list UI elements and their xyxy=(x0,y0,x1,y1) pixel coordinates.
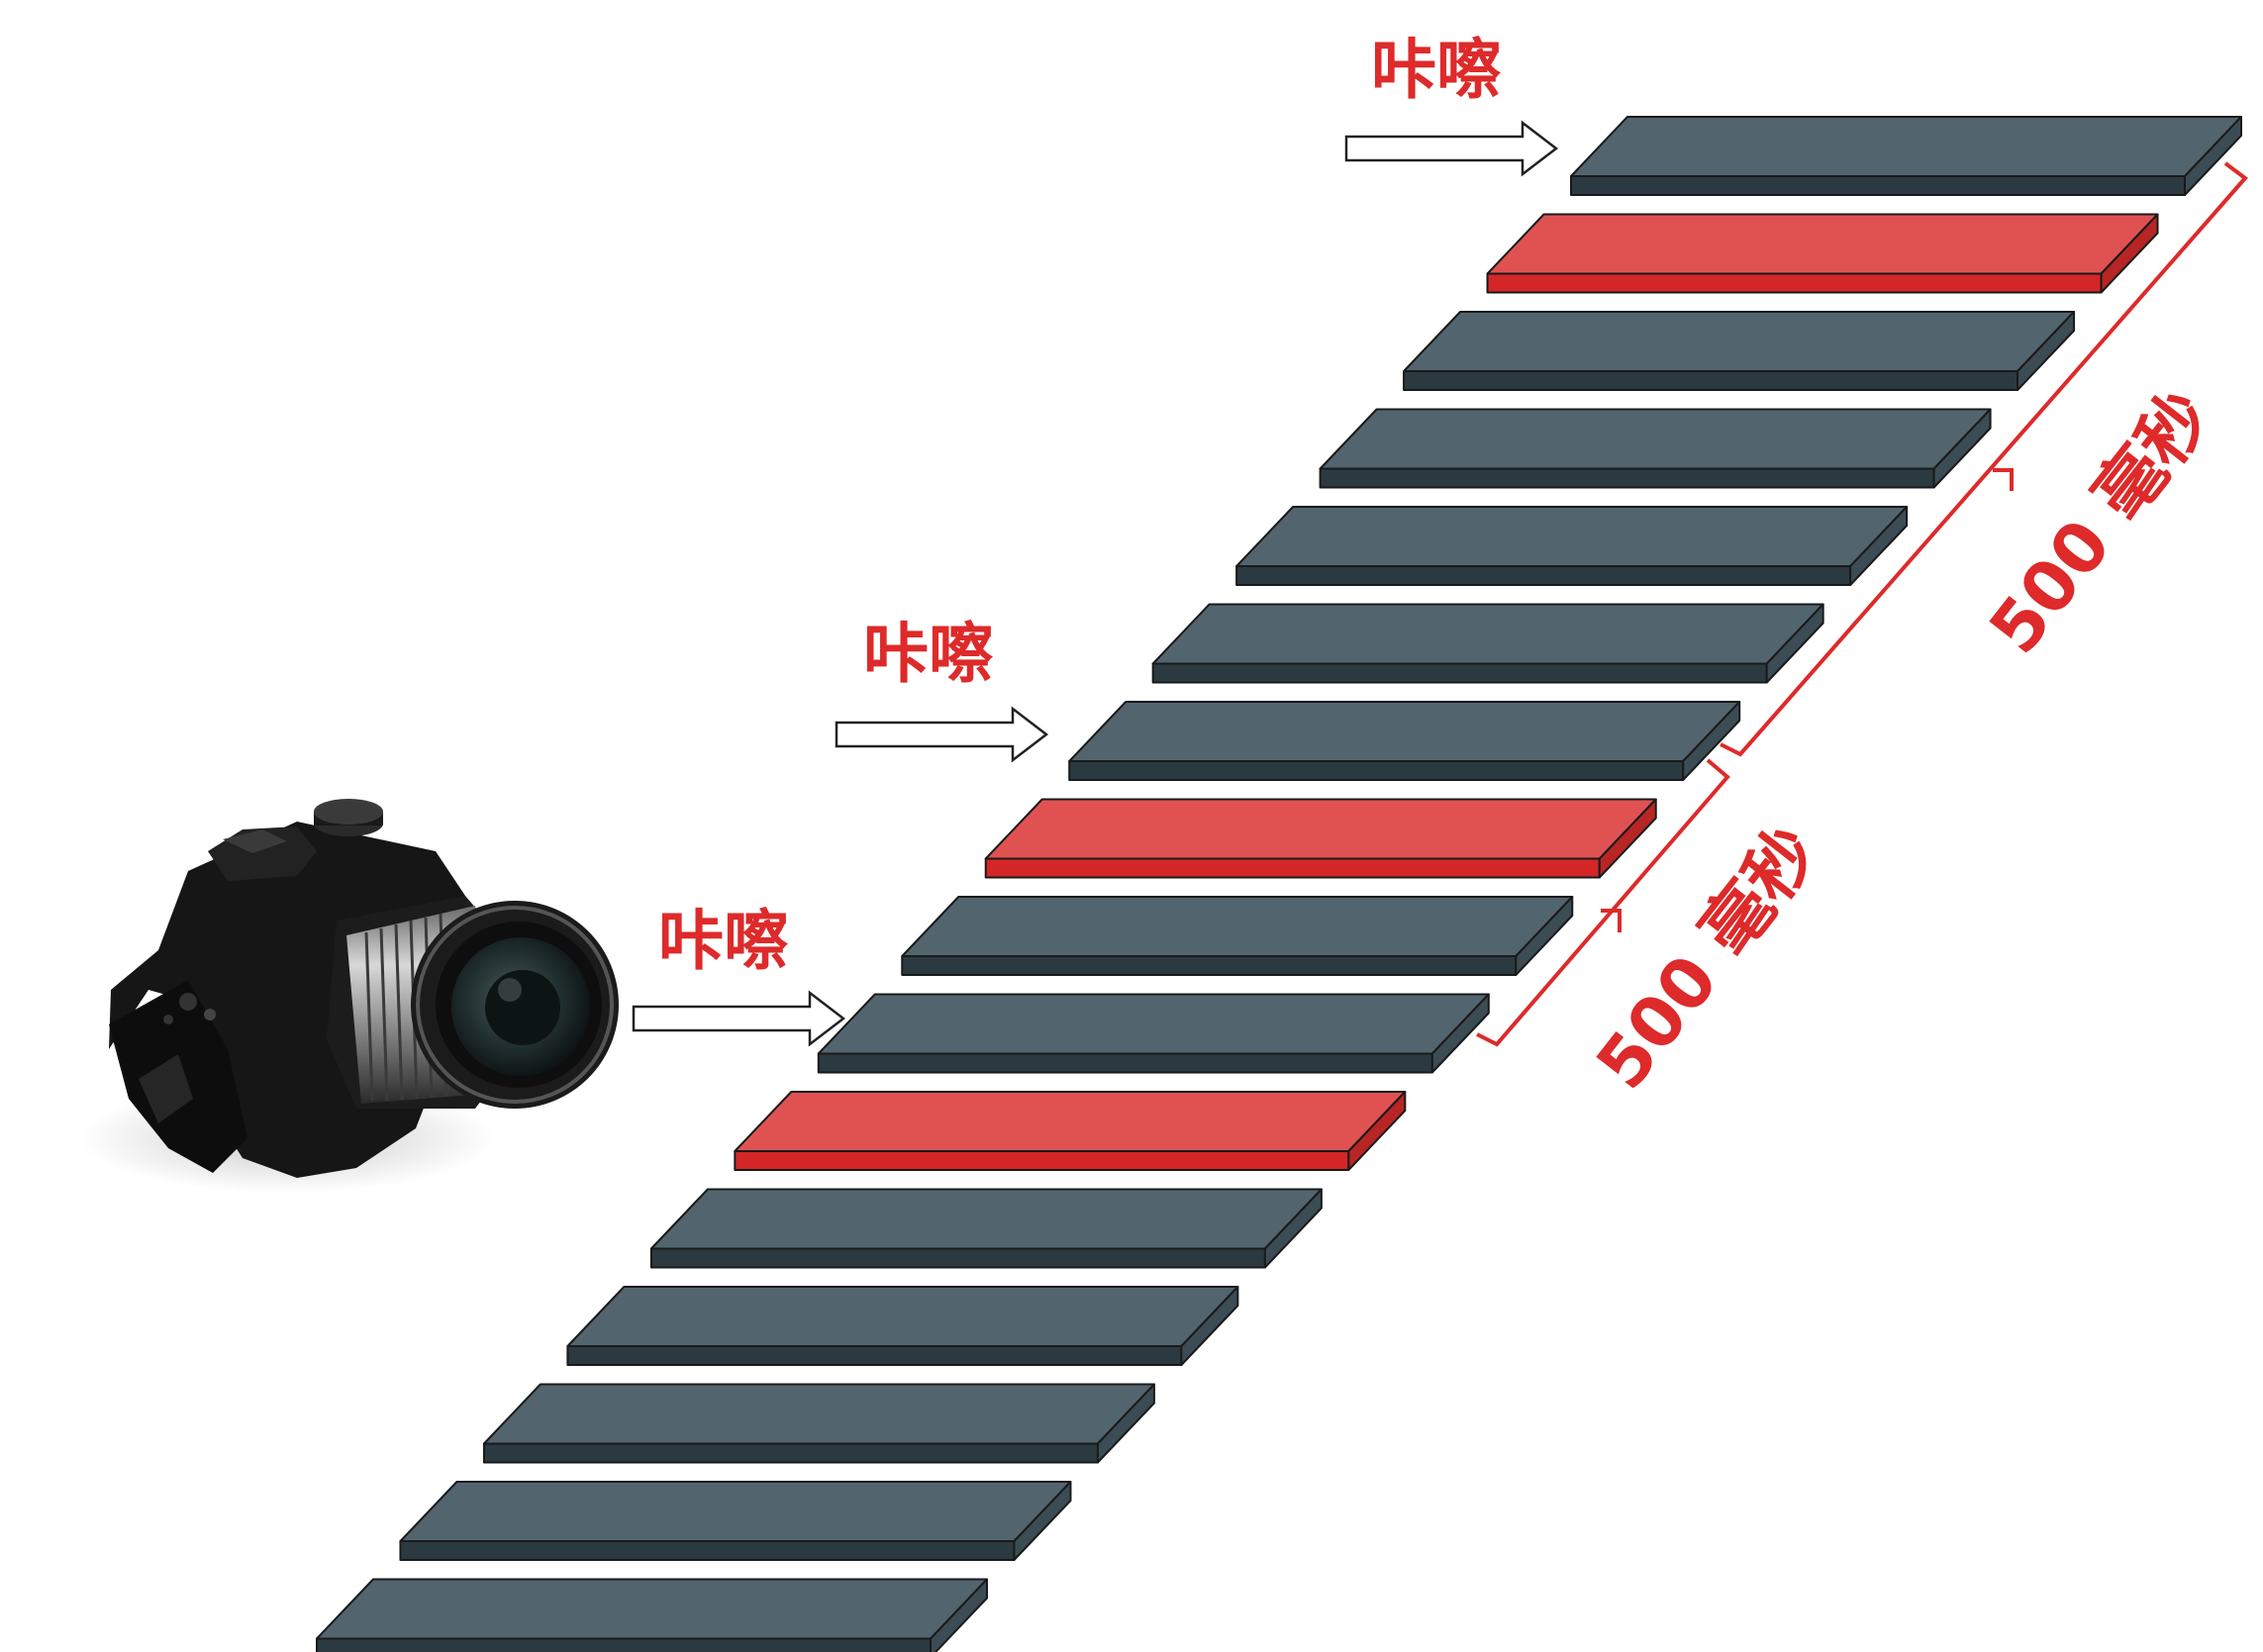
bracket-icon xyxy=(1476,758,1730,1047)
bracket-icon xyxy=(1720,161,2248,757)
frame xyxy=(1068,701,1741,781)
right-arrow-icon xyxy=(632,990,846,1047)
captured-frame xyxy=(734,1091,1407,1171)
frame xyxy=(316,1578,988,1652)
right-arrow-icon xyxy=(1344,120,1559,177)
click-label: 咔嚓 xyxy=(863,616,994,692)
frame xyxy=(1403,311,2076,391)
frame xyxy=(399,1481,1072,1561)
frame xyxy=(1570,116,2242,196)
camera-icon xyxy=(79,799,619,1193)
frame xyxy=(1151,603,1824,684)
frame xyxy=(482,1383,1155,1464)
duration-label: 500 毫秒 xyxy=(1974,376,2227,668)
frame xyxy=(649,1188,1323,1269)
frame-stack xyxy=(316,116,2242,1652)
click-callout-middle: 咔嚓 xyxy=(835,616,1049,763)
click-callout-bottom: 咔嚓 xyxy=(632,903,846,1047)
click-label: 咔嚓 xyxy=(658,903,789,979)
captured-frame xyxy=(984,798,1657,879)
right-arrow-icon xyxy=(835,706,1049,763)
captured-frame xyxy=(1486,213,2159,294)
click-label: 咔嚓 xyxy=(1371,32,1502,108)
frame xyxy=(901,896,1574,976)
frame xyxy=(1319,408,1992,489)
click-callout-top: 咔嚓 xyxy=(1344,32,1559,177)
frame xyxy=(566,1286,1239,1366)
frame xyxy=(817,993,1490,1074)
frame xyxy=(1235,506,1909,586)
